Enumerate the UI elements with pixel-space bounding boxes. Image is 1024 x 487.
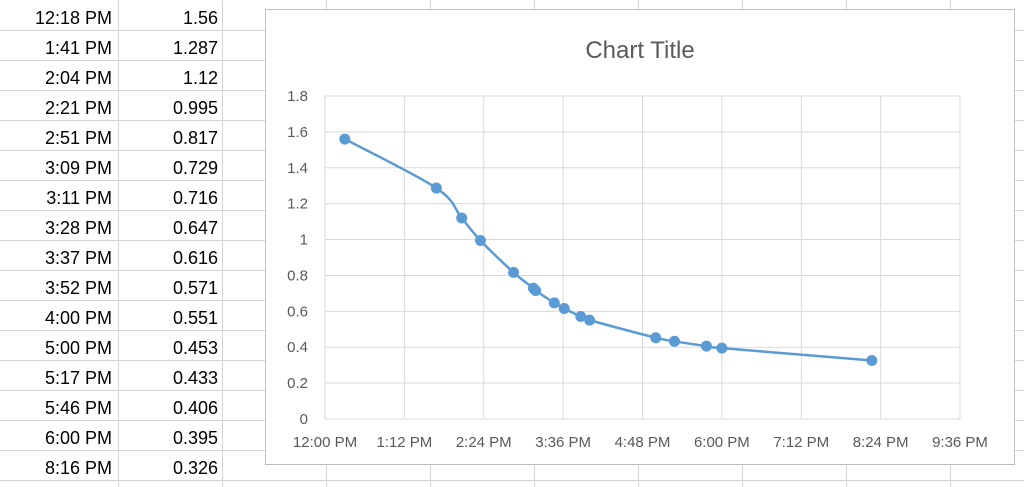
cell-time[interactable]: 5:17 PM <box>44 368 112 388</box>
x-tick-label: 6:00 PM <box>694 434 750 451</box>
x-tick-label: 3:36 PM <box>535 434 591 451</box>
y-tick-label: 0 <box>300 411 308 428</box>
cell-value[interactable]: 0.647 <box>172 218 218 238</box>
data-point <box>339 133 351 145</box>
cell-time[interactable]: 2:51 PM <box>44 128 112 148</box>
cell-value[interactable]: 1.12 <box>182 68 218 88</box>
cell-value[interactable]: 0.395 <box>172 428 218 448</box>
chart-title[interactable]: Chart Title <box>585 37 695 64</box>
x-tick-label: 2:24 PM <box>456 434 512 451</box>
x-tick-label: 1:12 PM <box>376 434 432 451</box>
cell-time[interactable]: 3:09 PM <box>44 158 112 178</box>
x-tick-label: 7:12 PM <box>773 434 829 451</box>
cell-value[interactable]: 0.551 <box>172 308 218 328</box>
y-tick-label: 0.8 <box>287 267 308 284</box>
cell-time[interactable]: 3:52 PM <box>44 278 112 298</box>
cell-value[interactable]: 0.995 <box>172 98 218 118</box>
cell-time[interactable]: 5:00 PM <box>44 338 112 358</box>
x-tick-label: 9:36 PM <box>932 434 988 451</box>
cell-time[interactable]: 1:41 PM <box>44 38 112 58</box>
x-tick-label: 12:00 PM <box>293 434 357 451</box>
data-point <box>575 311 587 323</box>
cell-value[interactable]: 1.56 <box>182 8 218 28</box>
y-tick-label: 1.8 <box>287 88 308 105</box>
cell-value[interactable]: 0.571 <box>172 278 218 298</box>
data-point <box>456 212 468 224</box>
data-point <box>558 302 570 314</box>
data-point <box>716 342 728 354</box>
cell-time[interactable]: 3:28 PM <box>44 218 112 238</box>
cell-value[interactable]: 1.287 <box>172 38 218 58</box>
data-point <box>650 332 662 344</box>
cell-value[interactable]: 0.716 <box>172 188 218 208</box>
y-tick-label: 0.6 <box>287 303 308 320</box>
data-point <box>530 285 542 297</box>
y-tick-label: 1.2 <box>287 196 308 213</box>
cell-time[interactable]: 4:00 PM <box>44 308 112 328</box>
cell-time[interactable]: 2:21 PM <box>44 98 112 118</box>
cell-time[interactable]: 8:16 PM <box>44 458 112 478</box>
data-point <box>584 314 596 326</box>
cell-value[interactable]: 0.453 <box>172 338 218 358</box>
cell-value[interactable]: 0.326 <box>172 458 218 478</box>
grid-column-line <box>118 0 119 487</box>
y-tick-label: 0.4 <box>287 339 308 356</box>
cell-time[interactable]: 3:37 PM <box>44 248 112 268</box>
cell-value[interactable]: 0.729 <box>172 158 218 178</box>
data-point <box>866 355 878 367</box>
cell-time[interactable]: 3:11 PM <box>46 188 112 208</box>
chart-area[interactable]: Chart Title 12:00 PM 1:12 PM 2:24 PM 3:36 P… <box>265 9 1015 465</box>
data-point <box>508 266 520 278</box>
y-tick-label: 0.2 <box>287 375 308 392</box>
cell-time[interactable]: 2:04 PM <box>44 68 112 88</box>
data-point <box>700 340 712 352</box>
x-tick-label: 8:24 PM <box>853 434 909 451</box>
data-point <box>668 335 680 347</box>
series-line <box>344 137 872 362</box>
cell-time[interactable]: 5:46 PM <box>44 398 112 418</box>
cell-value[interactable]: 0.433 <box>172 368 218 388</box>
x-tick-label: 4:48 PM <box>615 434 671 451</box>
y-tick-label: 1 <box>300 232 308 249</box>
y-tick-label: 1.6 <box>287 124 308 141</box>
grid-column-line <box>222 0 223 487</box>
cell-value[interactable]: 0.817 <box>172 128 218 148</box>
cell-time[interactable]: 6:00 PM <box>44 428 112 448</box>
plot-area: 12:00 PM 1:12 PM 2:24 PM 3:36 PM 4:48 PM 6:00… <box>287 88 988 451</box>
grid-row-line <box>0 480 1024 481</box>
cell-value[interactable]: 0.616 <box>172 248 218 268</box>
y-tick-label: 1.4 <box>287 160 308 177</box>
data-point <box>548 297 560 309</box>
cell-time[interactable]: 12:18 PM <box>34 8 112 28</box>
data-point <box>474 234 486 246</box>
data-point <box>430 182 442 194</box>
cell-value[interactable]: 0.406 <box>172 398 218 418</box>
